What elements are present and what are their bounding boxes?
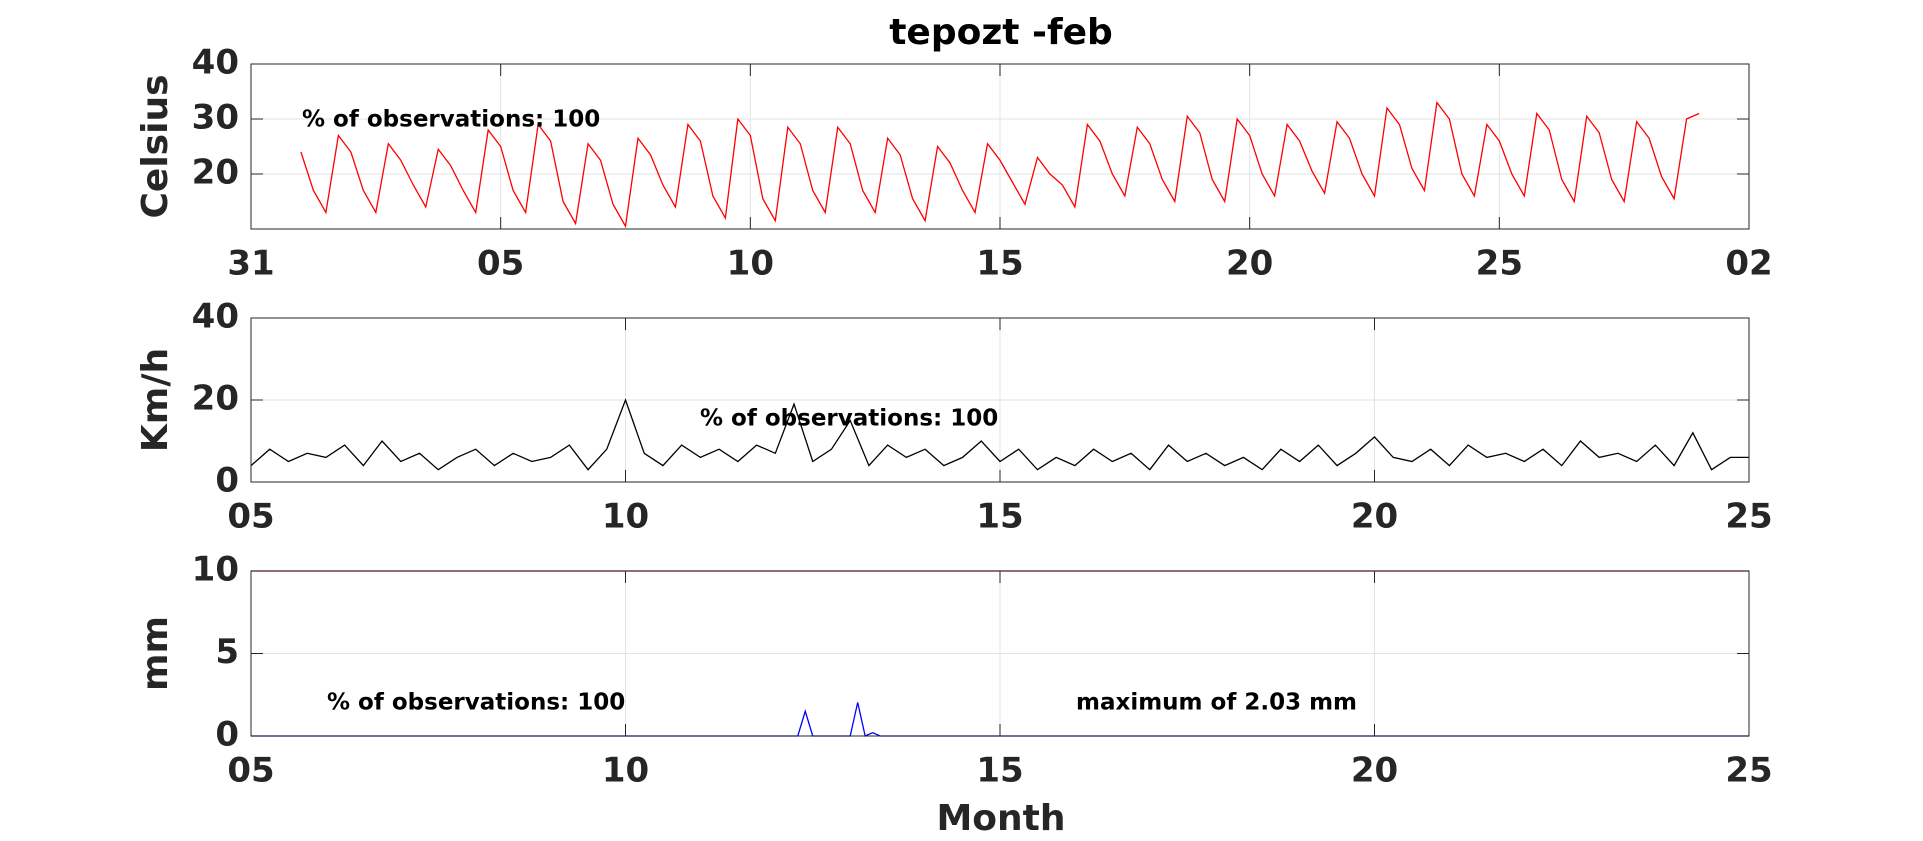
- x-tick-label: 10: [602, 497, 649, 537]
- x-tick-label: 05: [477, 244, 524, 284]
- annotation: % of observations: 100: [327, 690, 625, 716]
- x-axis-label: Month: [936, 798, 1065, 839]
- y-tick-label: 5: [215, 632, 239, 672]
- x-tick-label: 25: [1725, 751, 1772, 791]
- x-tick-label: 31: [227, 244, 274, 284]
- x-tick-label: 20: [1226, 244, 1273, 284]
- chart-title: tepozt -feb: [889, 12, 1113, 53]
- y-tick-label: 0: [215, 461, 239, 501]
- plot-frame: [250, 570, 1750, 737]
- y-tick-label: 20: [192, 379, 239, 419]
- plot-frame: [250, 317, 1750, 483]
- annotation: maximum of 2.03 mm: [1076, 690, 1357, 716]
- y-axis-label: mm: [135, 616, 176, 691]
- x-tick-label: 05: [227, 751, 274, 791]
- y-tick-label: 40: [192, 43, 239, 83]
- y-tick-label: 0: [215, 715, 239, 755]
- plot-frame: [250, 63, 1750, 230]
- y-tick-label: 10: [192, 550, 239, 590]
- x-tick-label: 15: [976, 751, 1023, 791]
- x-tick-label: 25: [1476, 244, 1523, 284]
- x-tick-label: 10: [602, 751, 649, 791]
- y-axis-label: Celsius: [135, 75, 176, 219]
- y-tick-label: 20: [192, 153, 239, 193]
- x-tick-label: 05: [227, 497, 274, 537]
- x-tick-label: 20: [1351, 497, 1398, 537]
- x-tick-label: 25: [1725, 497, 1772, 537]
- x-tick-label: 15: [976, 244, 1023, 284]
- x-tick-label: 10: [727, 244, 774, 284]
- x-tick-label: 20: [1351, 751, 1398, 791]
- y-tick-label: 40: [192, 297, 239, 337]
- x-tick-label: 15: [976, 497, 1023, 537]
- x-tick-label: 02: [1725, 244, 1772, 284]
- data-line: [250, 398, 1749, 471]
- annotation: % of observations: 100: [700, 406, 998, 432]
- data-line: [300, 100, 1700, 229]
- data-line: [251, 702, 1749, 737]
- y-tick-label: 30: [192, 98, 239, 138]
- y-axis-label: Km/h: [135, 348, 176, 452]
- annotation: % of observations: 100: [302, 107, 600, 133]
